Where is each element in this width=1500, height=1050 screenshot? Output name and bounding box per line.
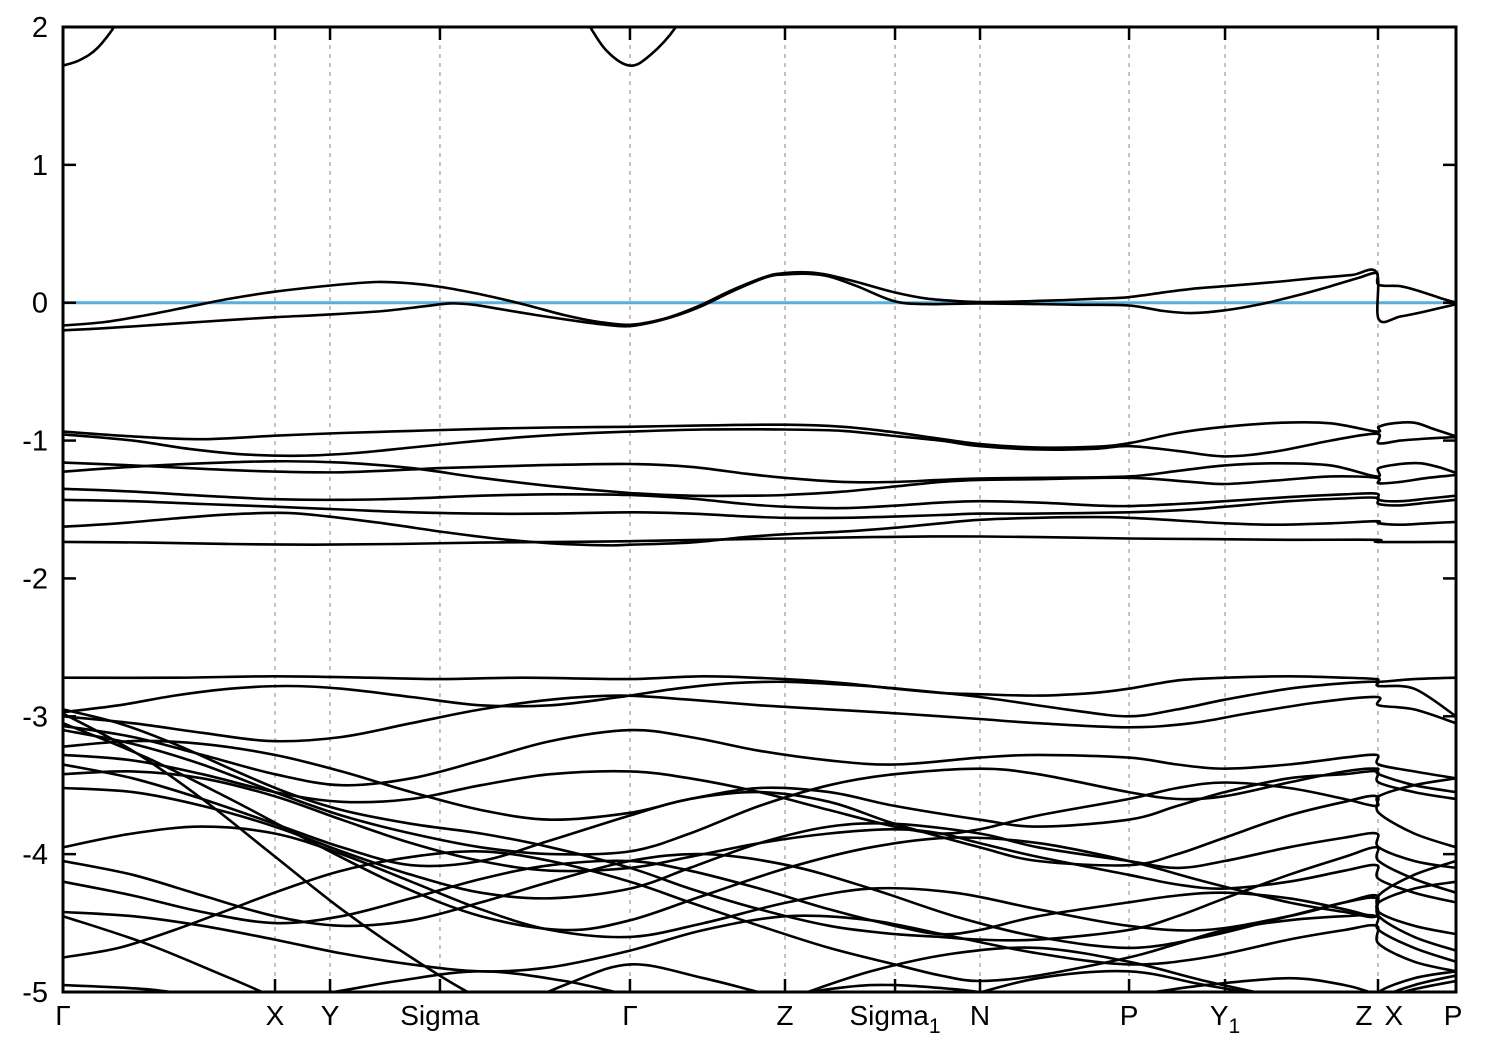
band-path (63, 852, 1456, 952)
band-path (63, 728, 1456, 856)
band-path (63, 763, 1456, 868)
band-path (63, 910, 1456, 973)
x-axis-label: P (1120, 1000, 1139, 1031)
x-axis-label: Z (1355, 1000, 1372, 1031)
band-path (63, 694, 1456, 743)
x-axis-label: Γ (622, 1000, 637, 1031)
y-axis-label: 0 (32, 288, 48, 320)
band-path (63, 496, 1456, 520)
band-path (63, 461, 1456, 484)
band-path (63, 859, 1456, 936)
band-path (63, 724, 1456, 787)
x-axis-label: X (266, 1000, 285, 1031)
x-axis-label: Sigma (400, 1000, 480, 1031)
x-axis-label: Sigma1 (850, 1000, 941, 1038)
y-axis-label: -4 (22, 839, 48, 871)
x-axis-label: Y1 (1210, 1000, 1240, 1038)
y-axis-label: -1 (22, 426, 48, 458)
band-path (63, 487, 1456, 510)
band-path (63, 428, 1456, 458)
band-path (63, 271, 1456, 332)
y-axis-label: -2 (22, 563, 48, 595)
band-path (63, 712, 1456, 992)
y-axis-label: -5 (22, 977, 48, 1009)
band-path (63, 420, 1456, 449)
band-path (63, 268, 1456, 327)
x-axis-label: Z (776, 1000, 793, 1031)
y-axis-label: 1 (32, 150, 48, 182)
x-axis-label: X (1385, 1000, 1404, 1031)
band-path (63, 786, 1456, 900)
x-axis-label: Γ (55, 1000, 70, 1031)
band-path (63, 459, 1456, 498)
band-path (63, 753, 1456, 835)
plot-border (61, 25, 1458, 994)
band-path (63, 969, 1456, 992)
band-path (63, 849, 1456, 983)
band-path (63, 511, 1456, 547)
x-axis-label: P (1444, 1000, 1463, 1031)
band-curves (63, 27, 1456, 992)
band-path (63, 769, 1456, 904)
x-axis-label: Y (321, 1000, 340, 1031)
band-path (63, 739, 1456, 828)
band-path (63, 680, 1456, 718)
y-axis-label: 2 (32, 12, 48, 44)
band-path (63, 535, 1456, 547)
x-axis-label: N (970, 1000, 990, 1031)
y-axis-label: -3 (22, 701, 48, 733)
band-path (63, 27, 678, 67)
